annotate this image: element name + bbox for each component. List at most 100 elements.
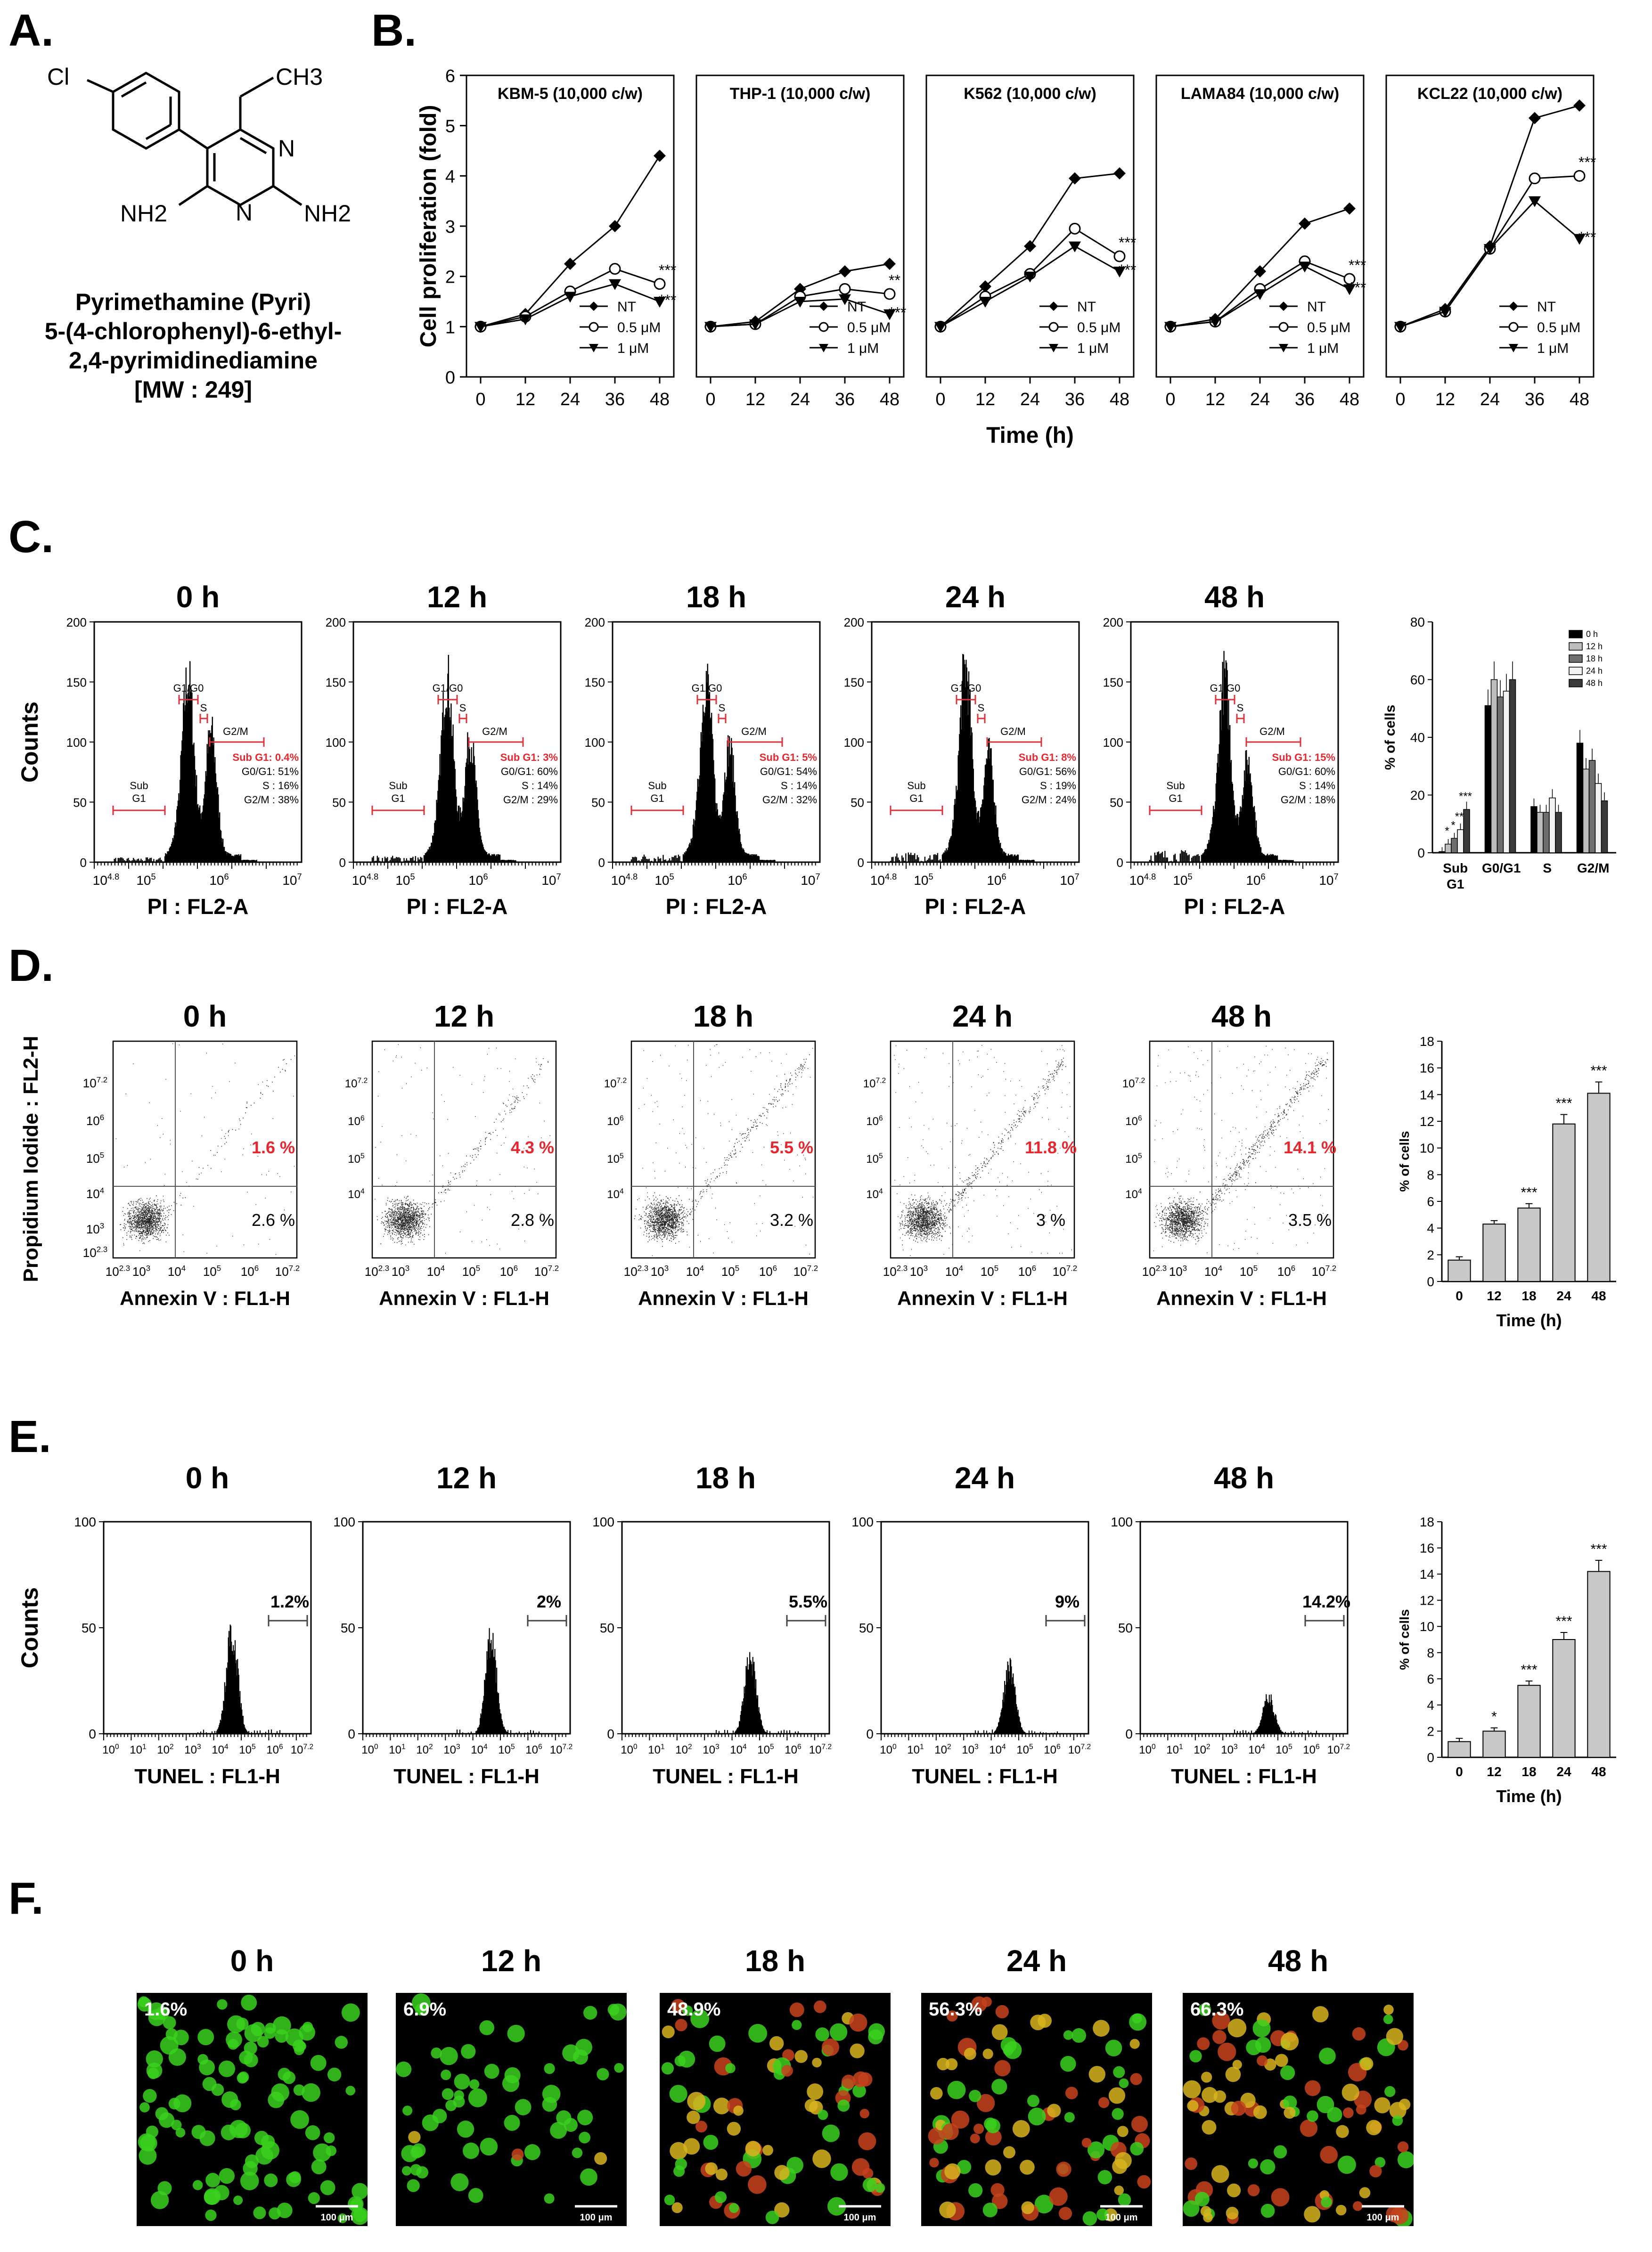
y-tick-label: 14 bbox=[1420, 1087, 1434, 1102]
cell bbox=[762, 2145, 773, 2156]
x-axis-label: TUNEL : FL1-H bbox=[653, 1765, 799, 1788]
event-dots bbox=[634, 1044, 814, 1256]
y-tick-label: 107.2 bbox=[1122, 1077, 1145, 1090]
tick-exponent: 7.2 bbox=[97, 1076, 107, 1085]
cell bbox=[794, 2050, 808, 2063]
tick-exponent: 1 bbox=[661, 1743, 665, 1751]
gate-label-s: S bbox=[719, 702, 726, 714]
cell bbox=[272, 2016, 291, 2035]
cell bbox=[970, 2133, 980, 2144]
x-tick-label: 106 bbox=[728, 872, 747, 888]
cell bbox=[441, 2069, 451, 2081]
cell bbox=[1137, 2175, 1151, 2189]
gate-label-s: S bbox=[1237, 702, 1244, 714]
cell bbox=[690, 2009, 710, 2028]
low-dose-point bbox=[883, 288, 896, 300]
cell bbox=[217, 1999, 228, 2010]
dot-plot-3: 11.8 %3 %102.3 103 104 105 106 107.2106107.21… bbox=[863, 1040, 1077, 1309]
x-tick-label: 105 bbox=[239, 1743, 256, 1756]
cell bbox=[1132, 2013, 1142, 2024]
y-axis-label: Counts bbox=[19, 702, 43, 783]
cell bbox=[1300, 2119, 1318, 2137]
tick-base: 10 bbox=[157, 1744, 170, 1756]
gate-label-g1: G1/G0 bbox=[951, 682, 981, 694]
timepoint-title: 12 h bbox=[433, 999, 495, 1033]
g2m-percent: G2/M : 29% bbox=[503, 794, 558, 806]
cell bbox=[352, 2183, 368, 2200]
tick-base: 10 bbox=[416, 1744, 429, 1756]
plot-frame bbox=[362, 1521, 571, 1735]
tick-exponent: 0 bbox=[1152, 1743, 1156, 1751]
significance-mark: * bbox=[1445, 825, 1449, 838]
y-tick-label: 100 bbox=[585, 735, 605, 750]
tick-exponent: 6 bbox=[1056, 1743, 1061, 1751]
cell bbox=[401, 2145, 418, 2162]
y-tick-label: 10 bbox=[1420, 1619, 1434, 1634]
y-tick-label: 104 bbox=[866, 1187, 883, 1201]
significance-mark: *** bbox=[1459, 790, 1472, 803]
high-dose-point bbox=[1299, 261, 1311, 273]
cell bbox=[515, 2099, 532, 2115]
plot-frame bbox=[112, 1040, 298, 1259]
legend-label: NT bbox=[1077, 299, 1096, 315]
cell bbox=[191, 2125, 206, 2139]
y-tick-label: 104 bbox=[607, 1187, 624, 1201]
cell bbox=[1202, 2087, 1218, 2103]
cell bbox=[1369, 2165, 1382, 2178]
tick-base: 10 bbox=[759, 1265, 773, 1279]
cell-cycle-bar bbox=[1549, 797, 1556, 853]
g0g1-percent: G0/G1: 54% bbox=[760, 766, 817, 777]
cell bbox=[1065, 2087, 1078, 2099]
tick-exponent: 0 bbox=[633, 1743, 638, 1751]
cell bbox=[990, 2183, 1005, 2197]
tick-base: 10 bbox=[907, 1744, 920, 1756]
x-tick-label: 103 bbox=[392, 1264, 409, 1279]
significance-high: *** bbox=[1119, 261, 1136, 278]
cell bbox=[236, 2017, 249, 2030]
cell bbox=[1304, 2206, 1321, 2223]
cell bbox=[1398, 2098, 1411, 2111]
cell bbox=[577, 2109, 593, 2126]
y-tick-label: 12 bbox=[1420, 1593, 1434, 1608]
significance-high: *** bbox=[659, 292, 676, 309]
cell bbox=[138, 1996, 149, 2007]
g2m-percent: G2/M : 32% bbox=[762, 794, 817, 806]
gate-label-subg1: Sub bbox=[907, 780, 925, 791]
tick-base: 10 bbox=[962, 1744, 974, 1756]
category-label: 24 bbox=[1556, 1289, 1571, 1303]
cell bbox=[1003, 2146, 1015, 2159]
cell bbox=[1352, 2027, 1366, 2041]
cell bbox=[1227, 2183, 1241, 2197]
cell bbox=[253, 2206, 266, 2219]
tick-base: 10 bbox=[611, 873, 626, 888]
y-tick-label: 100 bbox=[66, 735, 87, 750]
plot-frame bbox=[103, 1521, 312, 1735]
tick-base: 10 bbox=[361, 1744, 374, 1756]
x-tick-label: 104.8 bbox=[611, 872, 638, 888]
cell bbox=[1225, 2066, 1241, 2082]
high-dose-point bbox=[564, 292, 576, 303]
x-tick-label: 107 bbox=[1060, 872, 1079, 888]
y-tick-label: 100 bbox=[74, 1515, 96, 1529]
cell bbox=[1060, 2056, 1076, 2072]
cell bbox=[415, 2004, 427, 2015]
tick-base: 10 bbox=[83, 1076, 97, 1090]
histogram-bars bbox=[112, 661, 257, 862]
tick-base: 10 bbox=[498, 1744, 511, 1756]
cell bbox=[254, 2130, 269, 2146]
cell bbox=[687, 2110, 700, 2124]
lower-right-percent: 3 % bbox=[1036, 1210, 1065, 1230]
y-tick-label: 0 bbox=[445, 368, 455, 388]
cell bbox=[1028, 2107, 1046, 2126]
cell bbox=[851, 2158, 870, 2176]
cell bbox=[1218, 2042, 1236, 2061]
tick-base: 10 bbox=[883, 1265, 897, 1279]
y-tick-label: 100 bbox=[333, 1515, 355, 1529]
legend-label: 12 h bbox=[1586, 642, 1603, 651]
y-tick-label: 200 bbox=[844, 615, 864, 629]
x-tick-label: 106 bbox=[1246, 872, 1265, 888]
panel-label-b: B. bbox=[371, 5, 417, 56]
